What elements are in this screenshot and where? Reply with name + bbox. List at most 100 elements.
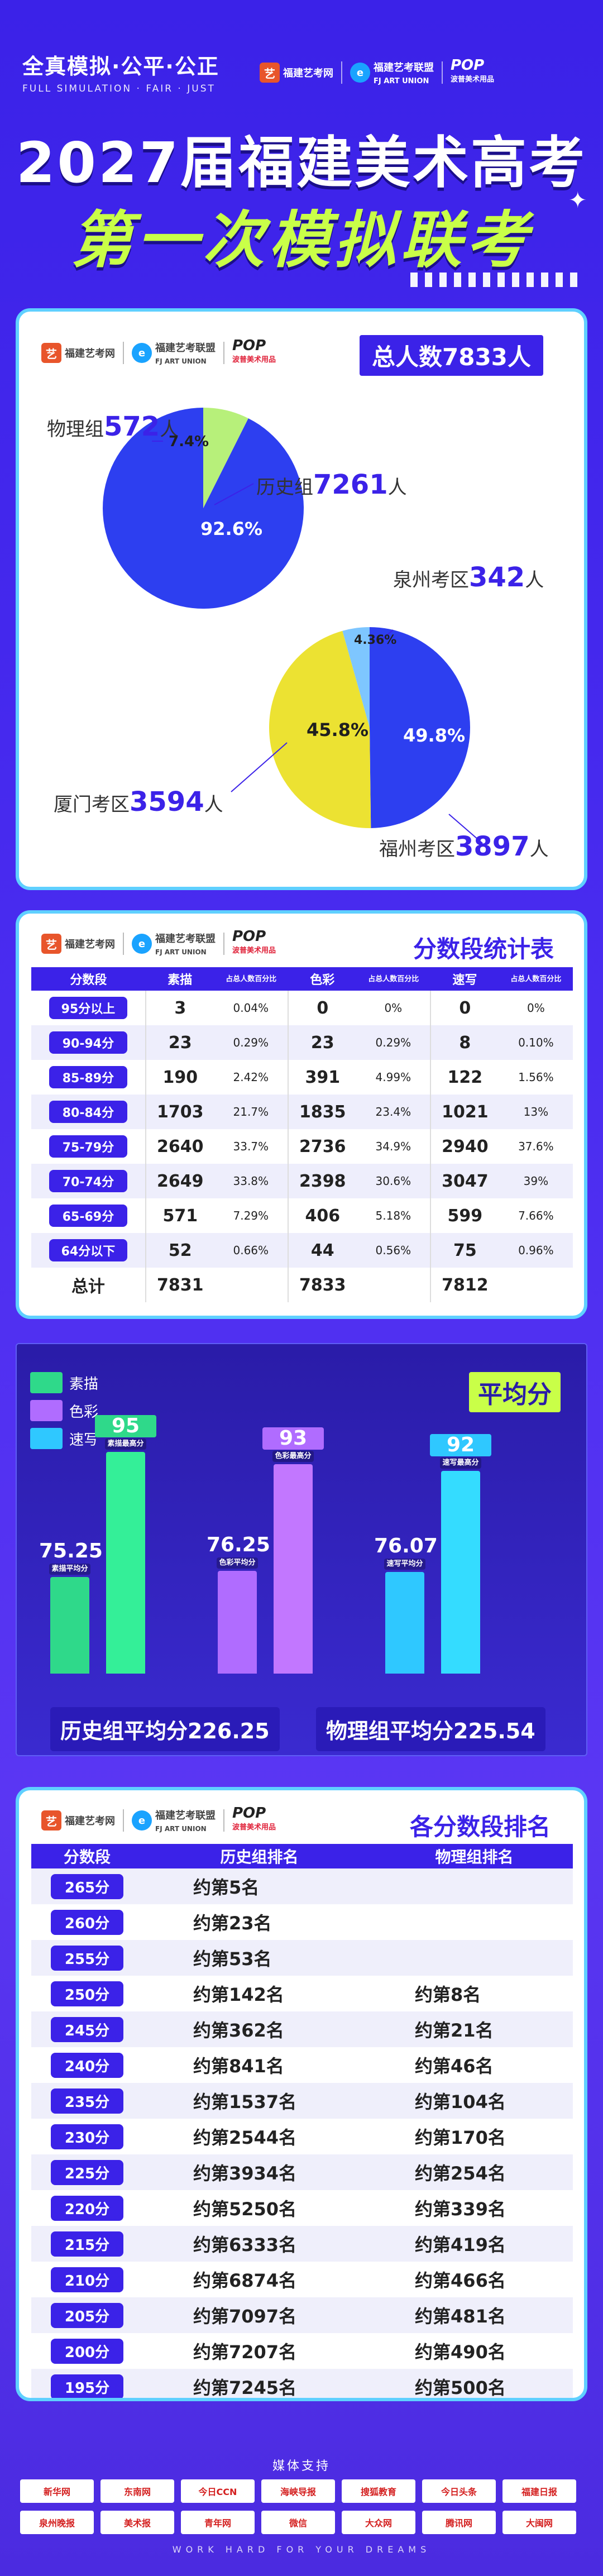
history-rank: 约第6874名 xyxy=(193,2270,297,2291)
media-logo: 腾讯网 xyxy=(422,2511,496,2534)
score-band: 240分 xyxy=(51,2052,123,2078)
history-label: 历史组7261人 xyxy=(256,469,407,500)
score-band: 200分 xyxy=(51,2338,123,2364)
tagline-cn: 全真模拟·公平·公正 xyxy=(22,54,219,79)
score-band: 250分 xyxy=(51,1981,123,2006)
physics-rank: 约第481名 xyxy=(376,2297,573,2333)
table-row: 80-84分 1703 21.7% 1835 23.4% 1021 13% xyxy=(31,1095,573,1129)
history-rank: 约第53名 xyxy=(143,1940,376,1976)
bar-value: 93 xyxy=(262,1427,324,1450)
media-logo: 福建日报 xyxy=(502,2479,576,2503)
physics-rank: 约第21名 xyxy=(376,2011,573,2047)
total-count: 7831 xyxy=(145,1268,214,1302)
score-band: 215分 xyxy=(51,2231,123,2257)
pie-slice-xiamen xyxy=(269,630,371,828)
count-cell: 2649 xyxy=(145,1164,214,1198)
pie2-quanzhou-pct: 4.36% xyxy=(354,633,397,647)
history-rank: 约第5名 xyxy=(143,1868,376,1904)
pop-logo: POP 波普美术用品 xyxy=(232,337,276,364)
percent-cell: 0.29% xyxy=(214,1025,288,1060)
fj-art-union-logo: e 福建艺考联盟 FJ ART UNION xyxy=(350,60,434,86)
physics-rank: 约第500名 xyxy=(376,2369,573,2398)
table-row: 240分 约第841名 约第46名 xyxy=(31,2047,573,2083)
xiamen-label: 厦门考区3594人 xyxy=(54,786,223,818)
physics-rank xyxy=(376,1904,573,1940)
physics-rank: 约第104名 xyxy=(376,2083,573,2119)
history-rank: 约第6333名 xyxy=(143,2226,376,2262)
score-band: 235分 xyxy=(51,2088,123,2114)
table-row: 265分 约第5名 xyxy=(31,1868,573,1904)
count-cell: 23 xyxy=(145,1025,214,1060)
bar-average xyxy=(385,1571,424,1674)
average-bar-chart: 75.25 素描平均分 95 素描最高分 76.25 色彩平均分 93 色彩最高分 76.07 速… xyxy=(34,1414,570,1674)
count-cell: 2940 xyxy=(429,1129,499,1164)
percent-cell: 39% xyxy=(499,1164,573,1198)
table-row: 70-74分 2649 33.8% 2398 30.6% 3047 39% xyxy=(31,1164,573,1198)
history-rank: 约第7207名 xyxy=(193,2341,297,2363)
legend-speed: 速写 xyxy=(30,1428,98,1449)
rank-header-1: 历史组排名 xyxy=(143,1844,376,1868)
table-row: 85-89分 190 2.42% 391 4.99% 122 1.56% xyxy=(31,1060,573,1095)
physics-average: 物理组平均分225.54 xyxy=(316,1707,545,1751)
distribution-table: 分数段 素描 占总人数百分比 色彩 占总人数百分比 速写 占总人数百分比 95分以上 3 0.0… xyxy=(31,967,573,1302)
physics-rank xyxy=(376,1940,573,1976)
header-logos: 艺福建艺考网 e 福建艺考联盟 FJ ART UNION POP 波普美术用品 xyxy=(260,58,494,87)
count-cell: 0 xyxy=(287,991,357,1025)
percent-cell: 0.29% xyxy=(356,1025,430,1060)
media-logo: 今日CCN xyxy=(181,2479,255,2503)
fjykw-logo-icon: 艺 xyxy=(41,343,61,363)
media-logo: 今日头条 xyxy=(422,2479,496,2503)
dist-header-3: 色彩 xyxy=(288,967,357,991)
count-cell: 1835 xyxy=(287,1095,357,1129)
percent-cell: 4.99% xyxy=(375,1070,411,1084)
history-rank: 约第5250名 xyxy=(193,2199,297,2220)
bar-average xyxy=(50,1576,89,1674)
score-band: 95分以上 xyxy=(49,997,127,1019)
percent-cell: 0% xyxy=(527,1001,545,1015)
media-logo: 海峡导报 xyxy=(261,2479,335,2503)
percent-cell: 37.6% xyxy=(518,1140,554,1153)
leader-line xyxy=(231,742,288,792)
count-cell: 3047 xyxy=(429,1164,499,1198)
physics-rank: 约第170名 xyxy=(415,2127,506,2148)
physics-rank: 约第254名 xyxy=(376,2154,573,2190)
union-logo-icon: e xyxy=(350,63,370,83)
physics-rank: 约第419名 xyxy=(376,2226,573,2262)
pop-logo: POP 波普美术用品 xyxy=(232,928,276,955)
union-logo-icon: e xyxy=(132,1810,152,1831)
percent-cell: 0% xyxy=(384,1001,403,1015)
card-logos: 艺福建艺考网 e 福建艺考联盟 FJ ART UNION POP 波普美术用品 xyxy=(41,929,276,958)
rank-header-0: 分数段 xyxy=(31,1844,143,1868)
percent-cell: 5.18% xyxy=(375,1209,411,1222)
score-band: 65-69分 xyxy=(49,1205,127,1227)
total-count: 7812 xyxy=(429,1268,499,1302)
count-cell: 44 xyxy=(287,1233,357,1268)
physics-rank: 约第466名 xyxy=(415,2270,506,2291)
history-rank: 约第7245名 xyxy=(143,2369,376,2398)
fjykw-logo: 艺福建艺考网 xyxy=(260,63,333,83)
bar-value: 76.07 xyxy=(374,1534,438,1557)
percent-cell: 33.7% xyxy=(233,1140,269,1153)
physics-rank: 约第46名 xyxy=(415,2056,494,2077)
percent-cell: 13% xyxy=(499,1095,573,1129)
table-row: 245分 约第362名 约第21名 xyxy=(31,2011,573,2047)
bar-label: 95 素描最高分 xyxy=(95,1414,156,1450)
percent-cell: 0.96% xyxy=(499,1233,573,1268)
count-cell: 1703 xyxy=(145,1095,214,1129)
averages-legend: 素描 色彩 速写 xyxy=(30,1372,98,1456)
media-logo: 大闽网 xyxy=(502,2511,576,2534)
percent-cell: 30.6% xyxy=(356,1164,430,1198)
bar-max xyxy=(106,1451,145,1674)
pie-slice-quanzhou xyxy=(342,627,370,728)
bar-sublabel: 素描平均分 xyxy=(49,1563,90,1575)
history-rank: 约第23名 xyxy=(193,1913,272,1934)
bar-value: 95 xyxy=(95,1414,156,1437)
score-band: 90-94分 xyxy=(49,1031,127,1054)
fjykw-logo-icon: 艺 xyxy=(41,934,61,954)
divider xyxy=(442,61,443,84)
percent-cell: 0.56% xyxy=(356,1233,430,1268)
history-rank: 约第3934名 xyxy=(143,2154,376,2190)
bar-sublabel: 速写平均分 xyxy=(384,1558,425,1570)
bar-label: 76.07 速写平均分 xyxy=(374,1534,438,1570)
table-row: 195分 约第7245名 约第500名 xyxy=(31,2369,573,2398)
